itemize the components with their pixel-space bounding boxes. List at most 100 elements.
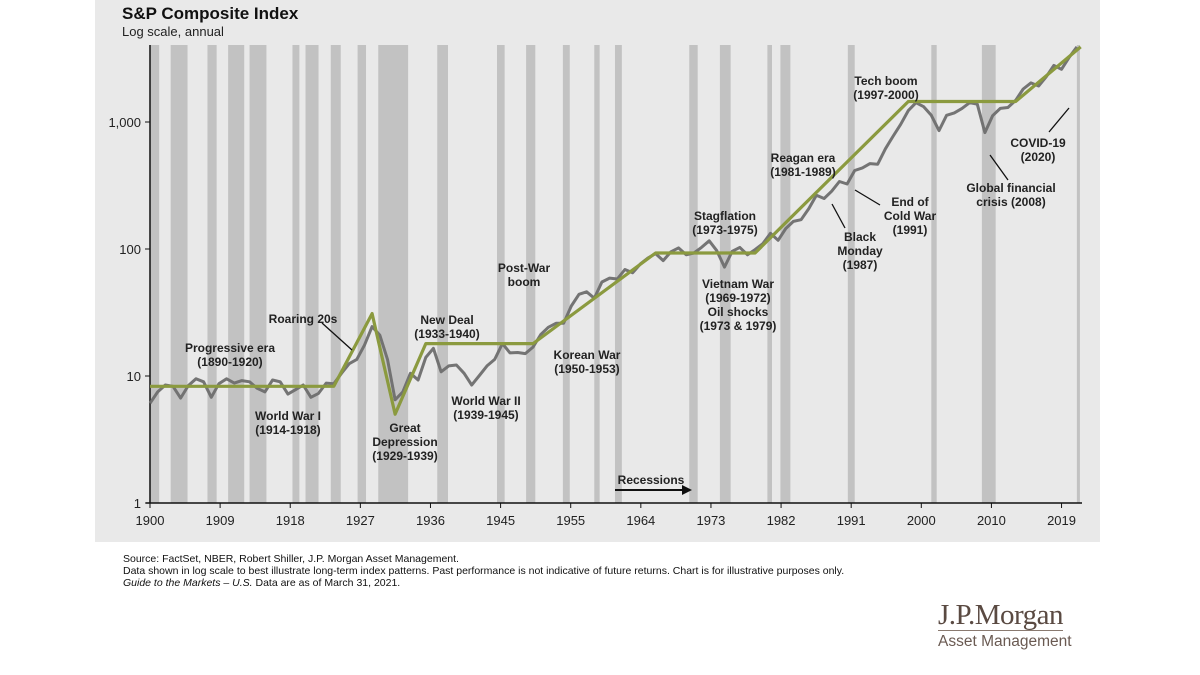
annotation-line: Cold War [883, 209, 937, 223]
x-tick-label: 1982 [767, 513, 796, 528]
footer: Source: FactSet, NBER, Robert Shiller, J… [123, 553, 883, 589]
annotation-line: (1973-1975) [692, 223, 758, 237]
annotation-covid-19: COVID-19 (2020) [1010, 136, 1065, 164]
x-tick-label: 1991 [837, 513, 866, 528]
annotation-black-monday: Black Monday (1987) [837, 230, 882, 272]
y-tick-label: 1,000 [108, 115, 141, 130]
recession-bar [981, 45, 996, 503]
annotation-line: (1991) [892, 223, 928, 237]
x-tick-label: 1900 [136, 513, 165, 528]
annotation-leader-line [989, 154, 1009, 181]
annotation-line: (1997-2000) [853, 88, 919, 102]
annotation-world-war-2: World War II (1939-1945) [451, 394, 520, 422]
annotation-line: crisis (2008) [976, 195, 1046, 209]
chart-subtitle: Log scale, annual [122, 24, 224, 39]
annotation-progressive-era: Progressive era (1890-1920) [185, 341, 275, 369]
annotation-leader-line [831, 203, 846, 229]
chart-title: S&P Composite Index [122, 4, 299, 23]
recession-bar [689, 45, 698, 503]
recession-bar [526, 45, 536, 503]
annotation-line: Depression [372, 435, 438, 449]
recession-bar [847, 45, 855, 503]
recession-bar [228, 45, 245, 503]
recession-bar [150, 45, 160, 503]
annotation-line: Oil shocks [707, 305, 769, 319]
recession-bar [437, 45, 448, 503]
annotation-line: Great [389, 421, 421, 435]
annotation-line: Tech boom [854, 74, 918, 88]
jpmorgan-logo: J.P.Morgan Asset Management [938, 599, 1072, 650]
x-tick-label: 1909 [206, 513, 235, 528]
annotation-korean-war: Korean War (1950-1953) [554, 348, 621, 376]
series-lines [148, 45, 1082, 416]
x-tick-label: 2019 [1047, 513, 1076, 528]
recession-bar [207, 45, 217, 503]
annotation-line: (1933-1940) [414, 327, 480, 341]
annotation-line: (1939-1945) [453, 408, 519, 422]
x-tick-label: 2000 [907, 513, 936, 528]
annotation-line: Post-War [497, 261, 551, 275]
annotation-line: (1973 & 1979) [699, 319, 777, 333]
recession-bar [562, 45, 570, 503]
annotation-line: (1969-1972) [705, 291, 771, 305]
recession-bar [767, 45, 772, 503]
recession-bar [594, 45, 600, 503]
recession-bar [170, 45, 188, 503]
recession-bar [931, 45, 937, 503]
annotation-line: (1914-1918) [255, 423, 321, 437]
annotation-line: Global financial [966, 181, 1056, 195]
recession-bar [305, 45, 319, 503]
annotation-line: (1890-1920) [197, 355, 263, 369]
annotation-new-deal: New Deal (1933-1940) [414, 313, 479, 341]
annotation-stagflation: Stagflation (1973-1975) [692, 209, 757, 237]
as-of-note: Guide to the Markets – U.S. Data are as … [123, 577, 401, 589]
recession-bar [357, 45, 367, 503]
annotation-line: Stagflation [693, 209, 756, 223]
x-tick-label: 1936 [416, 513, 445, 528]
recessions-label: Recessions [617, 473, 685, 487]
annotation-end-of-cold-war: End of Cold War (1991) [884, 195, 936, 237]
annotation-line: (2020) [1020, 150, 1056, 164]
annotation-line: Black [843, 230, 877, 244]
annotation-leader-line [1048, 107, 1070, 133]
annotation-line: World War II [451, 394, 521, 408]
x-tick-label: 1973 [696, 513, 725, 528]
recession-bar [249, 45, 267, 503]
annotation-line: boom [507, 275, 541, 289]
annotation-line: Roaring 20s [268, 312, 338, 326]
recession-bar [1076, 45, 1080, 503]
recession-bar [496, 45, 505, 503]
recession-bar [780, 45, 791, 503]
annotation-line: Reagan era [770, 151, 836, 165]
annotation-roaring-20s: Roaring 20s [269, 312, 338, 326]
annotation-line: Vietnam War [701, 277, 775, 291]
annotation-world-war-1: World War I (1914-1918) [255, 409, 321, 437]
recession-bar [378, 45, 409, 503]
x-tick-label: 1964 [626, 513, 655, 528]
y-tick-label: 10 [127, 369, 141, 384]
annotation-global-financial-crisis: Global financial crisis (2008) [966, 181, 1055, 209]
recession-bars [150, 45, 1080, 503]
annotation-line: Monday [837, 244, 883, 258]
annotation-post-war-boom: Post-War boom [498, 261, 550, 289]
annotation-great-depression: Great Depression (1929-1939) [372, 421, 437, 463]
annotation-line: End of [891, 195, 929, 209]
annotation-leader-line [854, 189, 881, 206]
recession-bar [614, 45, 622, 503]
x-tick-label: 1918 [276, 513, 305, 528]
annotation-line: COVID-19 [1010, 136, 1066, 150]
chart-svg: 1 10 100 1,000 1900 1909 1918 1927 1936 1945 1955 1… [108, 45, 1082, 528]
annotation-line: (1950-1953) [554, 362, 620, 376]
annotation-line: New Deal [420, 313, 474, 327]
annotation-line: Korean War [553, 348, 621, 362]
x-tick-label: 2010 [977, 513, 1006, 528]
annotation-reagan-era: Reagan era (1981-1989) [770, 151, 835, 179]
source-note: Source: FactSet, NBER, Robert Shiller, J… [123, 553, 459, 565]
annotation-line: (1987) [842, 258, 878, 272]
x-tick-label: 1927 [346, 513, 375, 528]
annotation-tech-boom: Tech boom (1997-2000) [853, 74, 918, 102]
annotation-line: World War I [255, 409, 321, 423]
annotation-leader-line [321, 322, 353, 351]
recession-bar [292, 45, 300, 503]
y-tick-label: 1 [134, 496, 141, 511]
